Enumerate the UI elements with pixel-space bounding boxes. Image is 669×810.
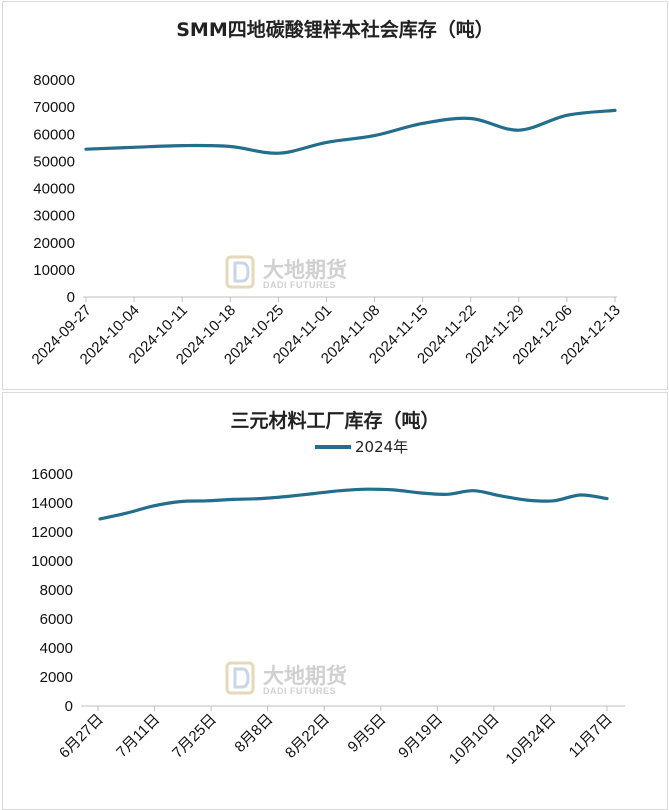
x-tick-label: 9月5日 [345,711,390,756]
chart-smm-inventory: 大地期货 DADI FUTURES SMM四地碳酸锂样本社会库存（吨） 0 100… [29,18,624,368]
data-point [258,497,262,501]
chart-panel-smm-inventory: 大地期货 DADI FUTURES SMM四地碳酸锂样本社会库存（吨） 0 100… [2,1,668,390]
data-point [132,145,136,149]
legend-label: 2024年 [355,438,408,456]
data-point [578,493,582,497]
watermark-logo: 大地期货 DADI FUTURES [225,255,347,290]
y-tick-label: 8000 [40,582,73,599]
data-point [276,151,280,155]
data-point [365,487,369,491]
x-tick-label: 8月22日 [282,711,333,762]
data-point [498,494,502,498]
data-point [151,504,155,508]
y-tick-label: 2000 [40,669,73,686]
watermark-cn: 大地期货 [263,664,347,688]
y-tick-label: 16000 [31,466,73,483]
y-tick-label: 10000 [33,262,75,279]
x-tick-label: 9月19日 [395,711,446,762]
y-tick-label: 0 [67,289,75,306]
data-point [285,495,289,499]
data-point [312,492,316,496]
y-tick-label: 40000 [33,181,75,198]
x-tick-label: 6月27日 [56,711,107,762]
series-line [98,487,609,521]
watermark-en: DADI FUTURES [263,686,336,696]
data-point [517,128,521,132]
data-point [98,517,102,521]
x-tick-label: 7月11日 [113,711,163,761]
chart-axes: 0 10000 20000 30000 40000 50000 60000 70000 8000… [29,72,624,368]
y-tick-label: 30000 [33,208,75,225]
data-point [392,488,396,492]
data-point [552,499,556,503]
data-point [469,117,473,121]
data-point [565,113,569,117]
series-line [84,108,617,155]
chart-title: SMM四地碳酸锂样本社会库存（吨） [176,18,494,41]
y-tick-label: 12000 [31,524,73,541]
legend: 2024年 [315,438,408,456]
data-point [338,489,342,493]
data-point [445,492,449,496]
x-tick-label: 8月8日 [231,711,276,756]
chart-panel-ternary-inventory: 大地期货 DADI FUTURES 三元材料工厂库存（吨） 2024年 0 200… [2,392,668,810]
data-point [373,134,377,138]
y-tick-label: 50000 [33,153,75,170]
x-tick-label: 11月7日 [566,711,616,761]
data-point [180,144,184,148]
watermark-logo: 大地期货 DADI FUTURES [225,661,347,696]
data-point [605,497,609,501]
y-tick-label: 14000 [31,495,73,512]
data-point [84,147,88,151]
chart-series [98,487,609,521]
data-point [613,108,617,112]
y-tick-label: 0 [65,698,73,715]
y-tick-label: 80000 [33,72,75,89]
data-point [421,121,425,125]
data-point [205,499,209,503]
chart-axes: 0 2000 4000 6000 8000 10000 12000 14000 16000 6月2… [31,466,625,768]
data-point [228,145,232,149]
chart-series [84,108,617,155]
data-point [325,140,329,144]
data-point [418,491,422,495]
y-tick-label: 6000 [40,611,73,628]
watermark-en: DADI FUTURES [263,280,336,290]
data-point [231,497,235,501]
x-tick-label: 10月10日 [446,711,503,768]
x-tick-label: 7月25日 [169,711,220,762]
x-tick-label: 10月24日 [502,711,559,768]
chart-title: 三元材料工厂库存（吨） [230,409,439,432]
y-tick-label: 60000 [33,126,75,143]
data-point [125,511,129,515]
y-tick-label: 10000 [31,553,73,570]
y-tick-label: 70000 [33,99,75,116]
y-tick-label: 4000 [40,640,73,657]
data-point [178,500,182,504]
watermark-cn: 大地期货 [263,258,347,282]
data-point [525,498,529,502]
chart-ternary-inventory: 大地期货 DADI FUTURES 三元材料工厂库存（吨） 2024年 0 200… [31,409,625,768]
data-point [472,489,476,493]
y-tick-label: 20000 [33,235,75,252]
